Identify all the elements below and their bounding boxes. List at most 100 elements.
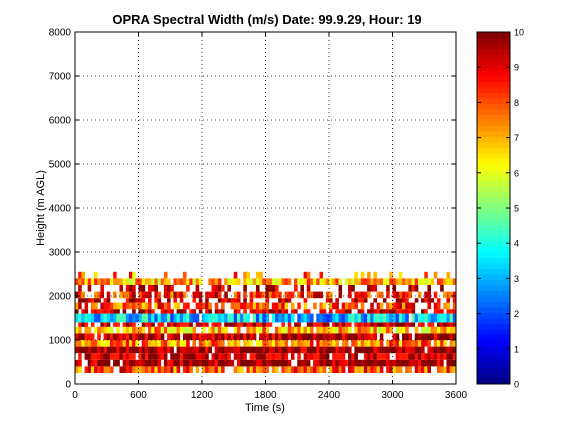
heatmap-cell	[94, 346, 98, 354]
heatmap-cell	[306, 309, 311, 314]
heatmap-cell	[81, 298, 85, 303]
heatmap-cell	[236, 322, 241, 327]
heatmap-cell	[97, 333, 101, 340]
heatmap-cell	[446, 346, 451, 354]
heatmap-cell	[224, 346, 228, 354]
heatmap-cell	[151, 333, 155, 340]
heatmap-cell	[163, 366, 168, 373]
heatmap-cell	[421, 359, 425, 367]
heatmap-cell	[179, 326, 184, 334]
heatmap-cell	[332, 366, 336, 373]
heatmap-cell	[417, 313, 422, 323]
y-tick-label: 8000	[49, 28, 72, 39]
heatmap-cell	[363, 326, 368, 334]
heatmap-cell	[271, 366, 276, 373]
heatmap-cell	[357, 322, 362, 327]
heatmap-cell	[144, 313, 149, 323]
heatmap-cell	[357, 359, 362, 367]
heatmap-cell	[351, 298, 355, 303]
colorbar-segment	[477, 98, 510, 104]
heatmap-cell	[268, 322, 273, 327]
heatmap-cell	[243, 322, 247, 327]
heatmap-cell	[278, 309, 282, 314]
heatmap-cell	[94, 302, 98, 310]
heatmap-cell	[259, 366, 263, 373]
heatmap-cell	[382, 326, 387, 334]
heatmap-cell	[367, 359, 371, 367]
heatmap-cell	[141, 346, 146, 354]
heatmap-cell	[424, 353, 428, 360]
heatmap-cell	[198, 302, 203, 310]
heatmap-cell	[341, 302, 346, 310]
heatmap-cell	[338, 291, 343, 299]
colorbar-segment	[477, 241, 510, 247]
heatmap-cell	[395, 366, 400, 373]
heatmap-cell	[421, 326, 425, 334]
heatmap-cell	[436, 326, 441, 334]
heatmap-cell	[103, 340, 108, 347]
heatmap-cell	[246, 326, 251, 334]
heatmap-cell	[154, 285, 158, 292]
heatmap-cell	[405, 353, 409, 360]
heatmap-cell	[249, 326, 254, 334]
colorbar-segment	[477, 340, 510, 346]
heatmap-cell	[392, 359, 397, 367]
heatmap-cell	[268, 340, 273, 347]
heatmap-cell	[135, 298, 139, 303]
heatmap-cell	[122, 333, 127, 340]
heatmap-cell	[290, 313, 295, 323]
heatmap-cell	[252, 291, 257, 299]
heatmap-cell	[335, 298, 339, 303]
heatmap-cell	[94, 326, 98, 334]
heatmap-cell	[322, 333, 327, 340]
heatmap-cell	[81, 309, 85, 314]
heatmap-cell	[360, 346, 365, 354]
heatmap-cell	[354, 346, 358, 354]
heatmap-cell	[433, 326, 438, 334]
heatmap-cell	[433, 291, 438, 299]
heatmap-cell	[221, 333, 225, 340]
heatmap-cell	[329, 278, 333, 285]
heatmap-cell	[214, 346, 219, 354]
heatmap-cell	[84, 326, 89, 334]
heatmap-cell	[341, 313, 346, 323]
heatmap-cell	[163, 326, 168, 334]
heatmap-cell	[297, 313, 301, 323]
heatmap-cell	[141, 359, 146, 367]
heatmap-cell	[192, 346, 197, 354]
heatmap-cell	[284, 340, 289, 347]
heatmap-cell	[449, 359, 454, 367]
heatmap-cell	[332, 346, 336, 354]
heatmap-cell	[214, 302, 219, 310]
heatmap-cell	[294, 333, 298, 340]
heatmap-cell	[214, 285, 219, 292]
heatmap-cell	[135, 326, 139, 334]
heatmap-cell	[338, 285, 343, 292]
heatmap-cell	[236, 291, 241, 299]
heatmap-cell	[128, 333, 133, 340]
heatmap-cell	[75, 366, 79, 373]
heatmap-cell	[303, 278, 308, 285]
heatmap-cell	[138, 285, 143, 292]
heatmap-cell	[128, 340, 133, 347]
heatmap-cell	[322, 346, 327, 354]
heatmap-cell	[452, 333, 457, 340]
heatmap-cell	[217, 291, 222, 299]
heatmap-cell	[341, 353, 346, 360]
heatmap-cell	[408, 340, 412, 347]
heatmap-cell	[287, 333, 292, 340]
heatmap-cell	[141, 322, 146, 327]
heatmap-cell	[395, 322, 400, 327]
heatmap-cell	[414, 298, 419, 303]
heatmap-cell	[236, 313, 241, 323]
heatmap-cell	[113, 322, 117, 327]
heatmap-cell	[113, 309, 117, 314]
heatmap-cell	[373, 366, 378, 373]
heatmap-cell	[151, 346, 155, 354]
heatmap-cell	[182, 309, 187, 314]
heatmap-cell	[90, 322, 95, 327]
heatmap-cell	[287, 291, 292, 299]
heatmap-cell	[303, 298, 308, 303]
heatmap-cell	[151, 278, 155, 285]
colorbar-segment	[477, 43, 510, 49]
